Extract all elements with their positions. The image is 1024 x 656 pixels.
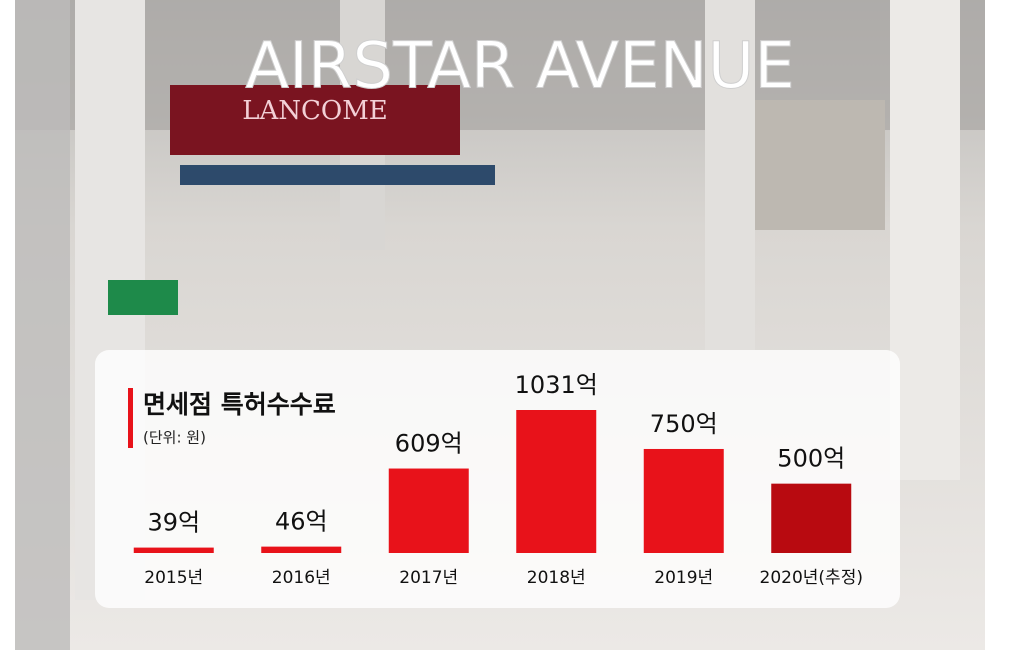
title-accent bbox=[128, 388, 133, 448]
x-tick-label: 2017년 bbox=[399, 568, 458, 588]
value-label: 609억 bbox=[395, 430, 463, 458]
bar bbox=[771, 483, 852, 553]
bar bbox=[261, 546, 342, 553]
value-label: 500억 bbox=[777, 445, 845, 473]
chart-title: 면세점 특허수수료 bbox=[143, 390, 336, 419]
bar bbox=[516, 410, 597, 553]
x-tick-label: 2020년(추정) bbox=[760, 568, 863, 588]
value-label: 1031억 bbox=[515, 371, 598, 399]
x-tick-label: 2016년 bbox=[272, 568, 331, 588]
x-tick-label: 2018년 bbox=[527, 568, 586, 588]
x-tick-label: 2019년 bbox=[654, 568, 713, 588]
x-tick-label: 2015년 bbox=[144, 568, 203, 588]
sign-text: AIRSTAR AVENUE bbox=[245, 30, 795, 104]
value-label: 39억 bbox=[147, 509, 200, 537]
value-label: 46억 bbox=[275, 508, 328, 536]
bar bbox=[643, 448, 724, 553]
value-label: 750억 bbox=[650, 410, 718, 438]
billboard-text: LANCOME bbox=[242, 96, 388, 126]
bar bbox=[388, 468, 469, 553]
plot: 39억 2015년 46억 2016년 609억 2017년 1031억 2018년 750억 2… bbox=[133, 371, 863, 588]
chart-subtitle: (단위: 원) bbox=[143, 429, 206, 447]
bar bbox=[133, 547, 214, 553]
